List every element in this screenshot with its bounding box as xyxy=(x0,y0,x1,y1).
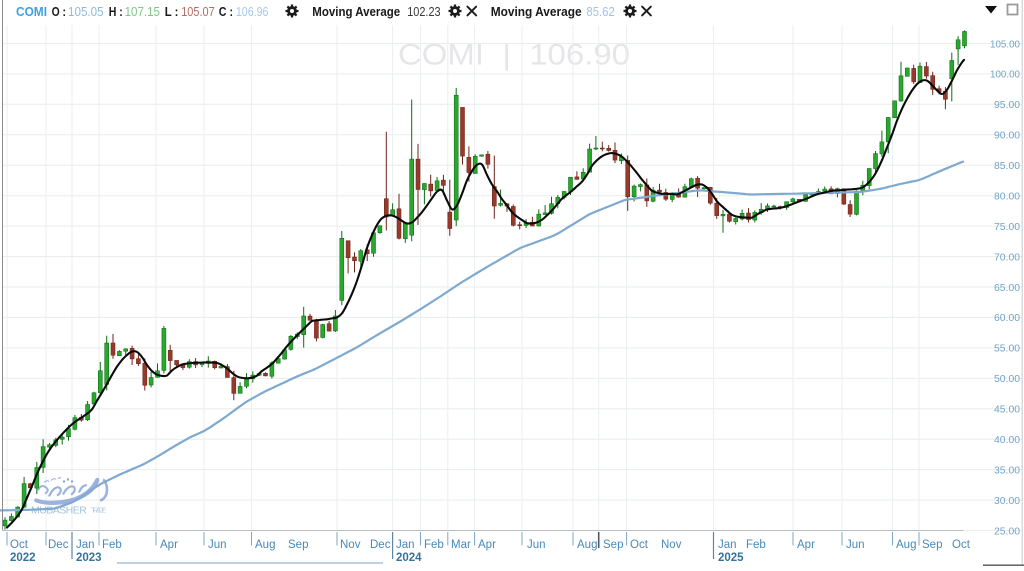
svg-text:95.00: 95.00 xyxy=(994,99,1020,111)
svg-text:Dec: Dec xyxy=(48,539,69,551)
svg-text:Apr: Apr xyxy=(160,539,178,551)
svg-text:Jan: Jan xyxy=(396,539,415,551)
svg-text:Apr: Apr xyxy=(478,539,496,551)
svg-text:Aug: Aug xyxy=(577,539,597,551)
svg-text:COMI: COMI xyxy=(16,4,47,19)
svg-text:L :: L : xyxy=(165,4,179,19)
svg-text:2024: 2024 xyxy=(396,552,422,564)
svg-text:Nov: Nov xyxy=(340,539,361,551)
svg-text:Jun: Jun xyxy=(208,539,227,551)
svg-text:Jan: Jan xyxy=(76,539,95,551)
svg-text:2023: 2023 xyxy=(76,552,102,564)
svg-text:40.00: 40.00 xyxy=(994,434,1020,446)
svg-text:Feb: Feb xyxy=(102,539,122,551)
svg-text:H :: H : xyxy=(109,4,123,19)
svg-text:Nov: Nov xyxy=(661,539,682,551)
svg-text:Oct: Oct xyxy=(10,539,29,551)
svg-text:100.00: 100.00 xyxy=(990,69,1020,81)
svg-text:Sep: Sep xyxy=(922,539,942,551)
svg-text:65.00: 65.00 xyxy=(994,282,1020,294)
svg-text:35.00: 35.00 xyxy=(994,464,1020,476)
svg-text:70.00: 70.00 xyxy=(994,251,1020,263)
svg-text:Jun: Jun xyxy=(527,539,546,551)
svg-text:30.00: 30.00 xyxy=(994,495,1020,507)
svg-text:75.00: 75.00 xyxy=(994,221,1020,233)
svg-text:45.00: 45.00 xyxy=(994,404,1020,416)
svg-text:90.00: 90.00 xyxy=(994,130,1020,142)
svg-text:Dec: Dec xyxy=(370,539,391,551)
svg-text:2022: 2022 xyxy=(10,552,36,564)
svg-text:Moving Average: Moving Average xyxy=(491,4,582,19)
svg-text:102.23: 102.23 xyxy=(407,4,440,19)
svg-text:105.00: 105.00 xyxy=(990,38,1020,50)
svg-text:Feb: Feb xyxy=(746,539,766,551)
svg-text:85.00: 85.00 xyxy=(994,160,1020,172)
svg-text:C :: C : xyxy=(219,4,233,19)
svg-text:106.96: 106.96 xyxy=(236,4,269,19)
svg-text:85.62: 85.62 xyxy=(586,4,614,19)
svg-text:Jun: Jun xyxy=(846,539,865,551)
svg-text:Oct: Oct xyxy=(630,539,649,551)
svg-text:107.15: 107.15 xyxy=(125,4,160,19)
svg-text:25.00: 25.00 xyxy=(994,525,1020,537)
svg-text:Aug: Aug xyxy=(896,539,916,551)
svg-text:MUBASHER: MUBASHER xyxy=(31,505,88,517)
svg-text:O :: O : xyxy=(52,4,66,19)
svg-text:60.00: 60.00 xyxy=(994,312,1020,324)
svg-text:Moving Average: Moving Average xyxy=(312,4,400,19)
svg-text:Aug: Aug xyxy=(255,539,275,551)
svg-text:80.00: 80.00 xyxy=(994,191,1020,203)
svg-text:Sep: Sep xyxy=(603,539,623,551)
svg-text:105.05: 105.05 xyxy=(68,4,104,19)
svg-text:2025: 2025 xyxy=(718,552,744,564)
svg-text:Feb: Feb xyxy=(424,539,444,551)
svg-text:Oct: Oct xyxy=(952,539,971,551)
svg-text:Mar: Mar xyxy=(451,539,471,551)
svg-text:50.00: 50.00 xyxy=(994,373,1020,385)
svg-text:105.07: 105.07 xyxy=(181,4,215,19)
svg-text:Jan: Jan xyxy=(718,539,737,551)
svg-text:Apr: Apr xyxy=(797,539,815,551)
svg-text:55.00: 55.00 xyxy=(994,343,1020,355)
svg-text:TRADE: TRADE xyxy=(91,506,107,515)
svg-text:Sep: Sep xyxy=(288,539,308,551)
